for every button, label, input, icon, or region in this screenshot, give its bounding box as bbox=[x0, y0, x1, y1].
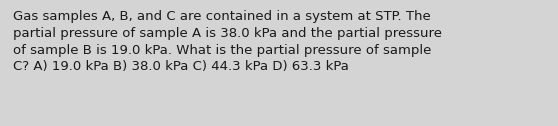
Text: Gas samples A, B, and C are contained in a system at STP. The
partial pressure o: Gas samples A, B, and C are contained in… bbox=[13, 10, 442, 73]
